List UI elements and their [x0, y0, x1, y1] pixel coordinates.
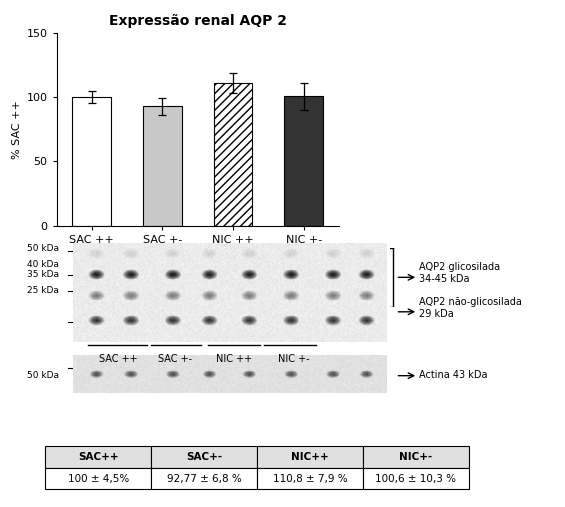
Text: AQP2 não-glicosilada
29 kDa: AQP2 não-glicosilada 29 kDa: [419, 297, 522, 318]
Text: Actina 43 kDa: Actina 43 kDa: [419, 370, 488, 380]
Text: SAC +-: SAC +-: [158, 354, 192, 364]
Text: NIC +-: NIC +-: [278, 354, 310, 364]
Title: Expressão renal AQP 2: Expressão renal AQP 2: [108, 14, 287, 27]
Text: AQP2 glicosilada
34-45 kDa: AQP2 glicosilada 34-45 kDa: [419, 262, 501, 283]
Text: SAC ++: SAC ++: [99, 354, 138, 364]
Text: 50 kDa: 50 kDa: [27, 244, 59, 253]
Bar: [214, 83, 253, 226]
Text: NIC ++: NIC ++: [216, 354, 253, 364]
Bar: [143, 106, 182, 226]
Text: 40 kDa: 40 kDa: [28, 260, 59, 269]
Bar: [284, 96, 323, 226]
Y-axis label: % SAC ++: % SAC ++: [12, 100, 22, 159]
Text: 25 kDa: 25 kDa: [28, 285, 59, 295]
Text: 35 kDa: 35 kDa: [27, 270, 59, 279]
Text: 50 kDa: 50 kDa: [27, 371, 59, 380]
Bar: [72, 97, 111, 226]
